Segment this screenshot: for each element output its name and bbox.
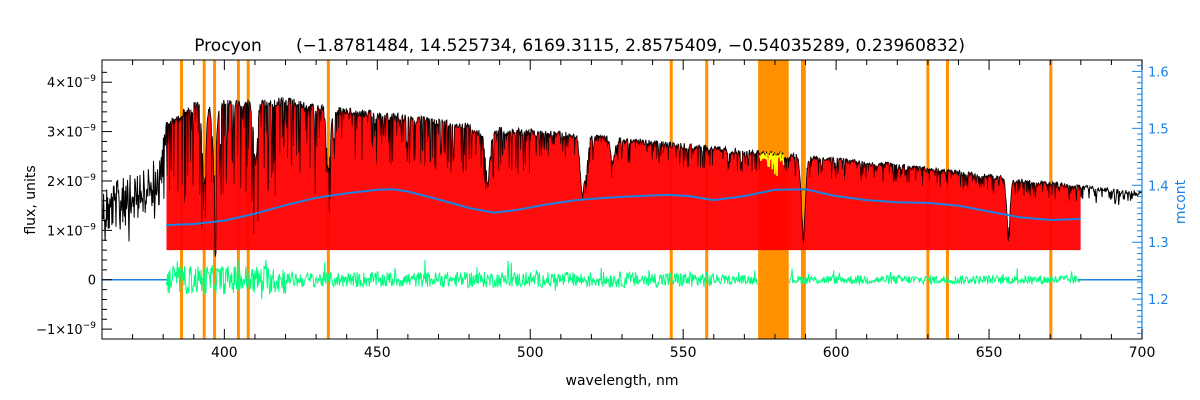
x-tick-label: 450 xyxy=(364,345,391,361)
axes: 400 450 500 550 600 650 700 −1×10−9 0 1×10−9 2×10−… xyxy=(36,59,1169,361)
continuum-line xyxy=(166,188,1081,227)
chart-title: Procyon xyxy=(194,36,262,56)
y-tick-label-left: 0 xyxy=(88,274,96,289)
y-axis-label-left: flux, units xyxy=(23,165,39,234)
model-flux-series xyxy=(166,97,1081,257)
y-tick-label-left: 1×10−9 xyxy=(47,222,96,239)
y-tick-label-left: −1×10−9 xyxy=(36,321,96,338)
y-tick-label-left: 2×10−9 xyxy=(47,173,96,190)
x-tick-label: 550 xyxy=(670,345,697,361)
y-tick-label-right: 1.6 xyxy=(1148,65,1169,80)
residuals-line xyxy=(788,268,1081,286)
residuals-series xyxy=(102,259,1142,300)
chart-title-params: (−1.8781484, 14.525734, 6169.3115, 2.857… xyxy=(296,36,965,56)
residuals-line xyxy=(165,259,758,300)
fit-segment-line xyxy=(759,151,785,177)
y-tick-label-right: 1.5 xyxy=(1148,122,1169,137)
model-flux-fill xyxy=(166,97,1081,257)
x-tick-label: 500 xyxy=(517,345,544,361)
y-tick-label-right: 1.3 xyxy=(1148,236,1169,251)
x-axis-label: wavelength, nm xyxy=(566,373,679,389)
continuum-series xyxy=(166,188,1081,227)
y-tick-label-left: 3×10−9 xyxy=(47,124,96,141)
y-tick-label-left: 4×10−9 xyxy=(47,74,96,91)
x-tick-label: 650 xyxy=(976,345,1003,361)
y-tick-label-right: 1.4 xyxy=(1148,179,1169,194)
y-tick-label-right: 1.2 xyxy=(1148,293,1169,308)
y-axis-label-right: mcont xyxy=(1173,179,1189,224)
x-tick-label: 400 xyxy=(211,345,238,361)
model-flux-line xyxy=(166,97,1081,257)
x-tick-label: 700 xyxy=(1129,345,1156,361)
x-tick-label: 600 xyxy=(823,345,850,361)
